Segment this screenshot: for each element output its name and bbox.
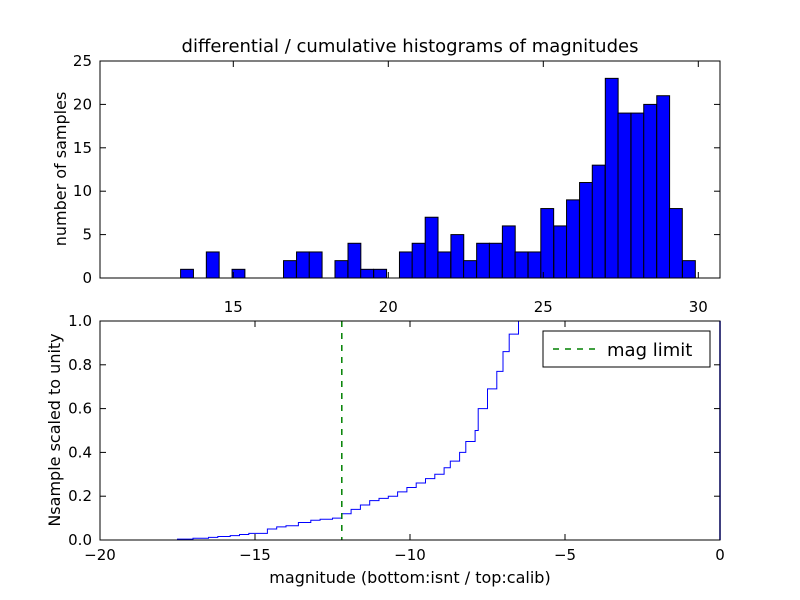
bottom-y-tick-label: 0.6 bbox=[68, 400, 92, 418]
histogram-bar bbox=[424, 216, 439, 279]
histogram-bar bbox=[656, 95, 671, 279]
histogram-bar bbox=[553, 225, 568, 279]
top-x-tick-label: 25 bbox=[534, 298, 553, 316]
histogram-bar bbox=[501, 225, 516, 279]
cumulative-step-line bbox=[100, 321, 519, 541]
histogram-bar bbox=[411, 242, 426, 279]
top-axes-frame bbox=[99, 60, 721, 279]
top-y-tick-label: 0 bbox=[82, 269, 92, 287]
histogram-bars bbox=[180, 77, 696, 279]
histogram-bar bbox=[463, 260, 477, 279]
top-x-tick-label: 15 bbox=[224, 298, 243, 316]
top-y-axis-label: number of samples bbox=[51, 92, 70, 247]
top-y-tick-label: 20 bbox=[73, 95, 92, 113]
histogram-bar bbox=[643, 103, 658, 279]
bottom-x-tick-label: −5 bbox=[554, 546, 576, 564]
top-x-tick-label: 30 bbox=[689, 298, 708, 316]
histogram-bar bbox=[540, 208, 555, 279]
bottom-y-tick-label: 1.0 bbox=[68, 312, 92, 330]
histogram-bar bbox=[604, 77, 619, 279]
histogram-bar bbox=[566, 199, 580, 279]
top-axis-ticks: 0 5 10 15 20 25 15 20 25 30 bbox=[73, 52, 720, 316]
histogram-bar bbox=[591, 164, 606, 279]
bottom-x-axis-label: magnitude (bottom:isnt / top:calib) bbox=[269, 568, 550, 587]
top-y-tick-label: 10 bbox=[73, 182, 92, 200]
legend-label-mag-limit: mag limit bbox=[607, 340, 692, 361]
histogram-bar bbox=[617, 112, 632, 279]
histogram-bar bbox=[334, 260, 349, 279]
top-x-tick-label: 20 bbox=[379, 298, 398, 316]
histogram-bar bbox=[488, 242, 503, 279]
bottom-y-tick-label: 0.2 bbox=[68, 487, 92, 505]
histogram-bar bbox=[514, 251, 529, 279]
histogram-bar bbox=[437, 251, 452, 279]
bottom-axes-frame bbox=[99, 320, 721, 541]
histogram-bar bbox=[180, 268, 194, 279]
bottom-x-tick-label: −10 bbox=[394, 546, 426, 564]
bottom-y-tick-label: 0.4 bbox=[68, 443, 92, 461]
histogram-bar bbox=[579, 182, 593, 279]
bottom-x-tick-label: −20 bbox=[84, 546, 116, 564]
histogram-bar bbox=[231, 268, 246, 279]
bottom-x-tick-label: −15 bbox=[239, 546, 271, 564]
bottom-axis-ticks: 0.0 0.2 0.4 0.6 0.8 1.0 −20 −15 −10 −5 0 bbox=[68, 312, 725, 564]
top-y-tick-label: 25 bbox=[73, 52, 92, 70]
cumulative-panel: Nsample scaled to unity magnitude (botto… bbox=[45, 312, 725, 587]
histogram-bar bbox=[308, 251, 323, 279]
bottom-y-tick-label: 0.8 bbox=[68, 356, 92, 374]
histogram-bar bbox=[347, 242, 362, 279]
histogram-bar bbox=[360, 268, 375, 279]
histogram-bar bbox=[283, 260, 297, 279]
histogram-bar bbox=[476, 242, 490, 279]
histogram-bar bbox=[398, 251, 413, 279]
histogram-bar bbox=[681, 260, 696, 279]
histogram-bar bbox=[630, 112, 645, 279]
bottom-y-axis-label: Nsample scaled to unity bbox=[45, 333, 64, 526]
legend: mag limit bbox=[542, 330, 711, 368]
histogram-bar bbox=[450, 234, 465, 279]
top-y-tick-label: 15 bbox=[73, 139, 92, 157]
histogram-bar bbox=[205, 251, 220, 279]
chart-title: differential / cumulative histograms of … bbox=[182, 36, 639, 57]
histogram-bar bbox=[373, 268, 388, 279]
histogram-bar bbox=[296, 251, 310, 279]
bottom-x-tick-label: 0 bbox=[715, 546, 725, 564]
histogram-bar bbox=[527, 251, 542, 279]
histogram-bar bbox=[668, 208, 683, 279]
top-y-tick-label: 5 bbox=[82, 226, 92, 244]
bottom-y-tick-label: 0.0 bbox=[68, 531, 92, 549]
histogram-panel: differential / cumulative histograms of … bbox=[51, 36, 721, 316]
